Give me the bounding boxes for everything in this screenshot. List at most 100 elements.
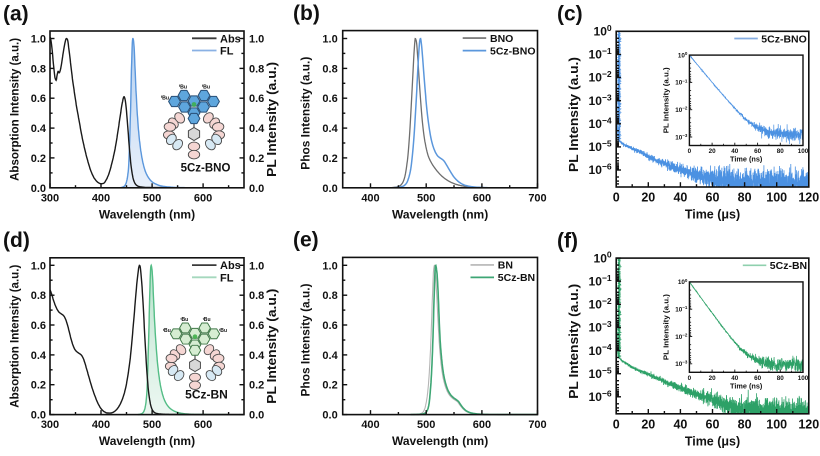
svg-text:60: 60 xyxy=(754,148,762,155)
svg-text:60: 60 xyxy=(754,375,762,382)
svg-text:0.4: 0.4 xyxy=(322,350,338,362)
svg-text:ᵗBu: ᵗBu xyxy=(161,96,169,102)
svg-text:1.0: 1.0 xyxy=(249,34,264,46)
svg-text:5Cz-BNO: 5Cz-BNO xyxy=(181,163,231,175)
svg-text:1.0: 1.0 xyxy=(31,34,46,46)
svg-text:100: 100 xyxy=(766,417,787,431)
svg-text:Abs: Abs xyxy=(220,33,241,45)
svg-text:600: 600 xyxy=(194,192,212,204)
svg-text:0.2: 0.2 xyxy=(322,153,337,165)
svg-text:5Cz-BN: 5Cz-BN xyxy=(185,387,228,401)
svg-text:ᵗBu: ᵗBu xyxy=(202,85,210,91)
svg-text:600: 600 xyxy=(194,419,212,431)
svg-text:Time (μs): Time (μs) xyxy=(685,434,740,448)
svg-text:ᵗBu: ᵗBu xyxy=(219,328,227,334)
svg-text:Time (μs): Time (μs) xyxy=(685,208,740,222)
svg-text:0.8: 0.8 xyxy=(249,290,264,302)
svg-text:10−3: 10−3 xyxy=(675,360,688,368)
svg-text:400: 400 xyxy=(361,192,379,204)
svg-text:600: 600 xyxy=(473,419,491,431)
svg-text:5Cz-BN: 5Cz-BN xyxy=(498,272,535,284)
svg-text:500: 500 xyxy=(143,192,161,204)
svg-text:0.8: 0.8 xyxy=(31,290,46,302)
svg-text:400: 400 xyxy=(92,419,110,431)
svg-text:Time (ns): Time (ns) xyxy=(730,381,763,390)
svg-text:0.0: 0.0 xyxy=(249,410,264,422)
svg-text:PL Intensity (a.u.): PL Intensity (a.u.) xyxy=(264,62,279,177)
svg-text:BNO: BNO xyxy=(490,33,513,45)
svg-text:0.4: 0.4 xyxy=(249,350,265,362)
svg-text:20: 20 xyxy=(709,375,717,382)
svg-text:20: 20 xyxy=(709,148,717,155)
svg-text:Wavelength (nm): Wavelength (nm) xyxy=(392,434,488,448)
svg-text:PL Intensity (a.u.): PL Intensity (a.u.) xyxy=(663,294,670,360)
svg-text:0.2: 0.2 xyxy=(31,380,46,392)
svg-text:10−3: 10−3 xyxy=(675,133,688,141)
svg-text:0.6: 0.6 xyxy=(249,320,264,332)
svg-text:ᵗBu: ᵗBu xyxy=(180,317,188,323)
svg-text:0.6: 0.6 xyxy=(322,93,337,105)
svg-text:1.0: 1.0 xyxy=(249,260,264,272)
svg-text:5Cz-BNO: 5Cz-BNO xyxy=(761,33,807,45)
svg-text:0.0: 0.0 xyxy=(322,183,337,195)
svg-text:0.2: 0.2 xyxy=(31,153,46,165)
svg-text:0.6: 0.6 xyxy=(322,320,337,332)
svg-text:Absorption Intensity (a.u.): Absorption Intensity (a.u.) xyxy=(10,38,22,181)
svg-text:Wavelength (nm): Wavelength (nm) xyxy=(99,207,195,221)
svg-text:5Cz-BN: 5Cz-BN xyxy=(770,260,807,272)
svg-text:FL: FL xyxy=(220,46,234,58)
svg-text:10−1: 10−1 xyxy=(675,78,688,86)
svg-text:(b): (b) xyxy=(293,2,320,25)
svg-text:10−2: 10−2 xyxy=(675,106,688,114)
svg-text:0.0: 0.0 xyxy=(322,410,337,422)
svg-text:0.0: 0.0 xyxy=(249,183,264,195)
svg-text:700: 700 xyxy=(528,419,546,431)
svg-text:0.8: 0.8 xyxy=(322,290,337,302)
svg-text:0.6: 0.6 xyxy=(249,93,264,105)
svg-text:0.6: 0.6 xyxy=(31,320,46,332)
svg-text:0: 0 xyxy=(613,191,620,205)
svg-text:PL Intensity (a.u.): PL Intensity (a.u.) xyxy=(566,284,581,399)
svg-text:0.2: 0.2 xyxy=(249,380,264,392)
svg-text:400: 400 xyxy=(361,419,379,431)
svg-text:120: 120 xyxy=(798,191,819,205)
svg-text:80: 80 xyxy=(738,191,752,205)
svg-text:80: 80 xyxy=(777,148,785,155)
svg-text:1.0: 1.0 xyxy=(31,260,46,272)
svg-text:PL Intensity (a.u.): PL Intensity (a.u.) xyxy=(663,67,670,133)
svg-text:5Cz-BNO: 5Cz-BNO xyxy=(490,45,536,57)
svg-text:0.8: 0.8 xyxy=(249,63,264,75)
svg-text:0.6: 0.6 xyxy=(31,93,46,105)
svg-text:BN: BN xyxy=(498,260,513,272)
svg-text:PL Intensity (a.u.): PL Intensity (a.u.) xyxy=(566,57,581,172)
svg-text:0: 0 xyxy=(688,375,692,382)
svg-text:0.0: 0.0 xyxy=(31,183,46,195)
svg-text:(e): (e) xyxy=(293,229,319,252)
svg-text:0.4: 0.4 xyxy=(322,123,338,135)
svg-text:PL Intensity (a.u.): PL Intensity (a.u.) xyxy=(264,289,279,404)
svg-text:ᵗBu: ᵗBu xyxy=(163,328,171,334)
svg-text:100: 100 xyxy=(798,375,809,382)
svg-text:0.2: 0.2 xyxy=(249,153,264,165)
svg-text:40: 40 xyxy=(673,417,687,431)
svg-text:300: 300 xyxy=(41,192,59,204)
svg-text:300: 300 xyxy=(41,419,59,431)
svg-text:Wavelength (nm): Wavelength (nm) xyxy=(99,434,195,448)
svg-text:(f): (f) xyxy=(557,229,578,252)
svg-text:1.0: 1.0 xyxy=(322,260,337,272)
svg-text:(d): (d) xyxy=(3,229,30,252)
svg-text:20: 20 xyxy=(641,417,655,431)
svg-text:0: 0 xyxy=(688,148,692,155)
svg-text:Phos Intensity (a.u.): Phos Intensity (a.u.) xyxy=(301,283,313,396)
svg-text:500: 500 xyxy=(417,419,435,431)
svg-text:Abs: Abs xyxy=(220,260,241,272)
svg-text:ᵗBu: ᵗBu xyxy=(179,85,187,91)
svg-text:Time (ns): Time (ns) xyxy=(730,155,763,164)
svg-text:600: 600 xyxy=(473,192,491,204)
svg-text:10−1: 10−1 xyxy=(675,305,688,313)
svg-text:80: 80 xyxy=(777,375,785,382)
svg-text:Absorption Intensity (a.u.): Absorption Intensity (a.u.) xyxy=(10,265,22,408)
svg-text:(c): (c) xyxy=(557,3,583,26)
svg-text:500: 500 xyxy=(417,192,435,204)
svg-text:0.2: 0.2 xyxy=(322,380,337,392)
